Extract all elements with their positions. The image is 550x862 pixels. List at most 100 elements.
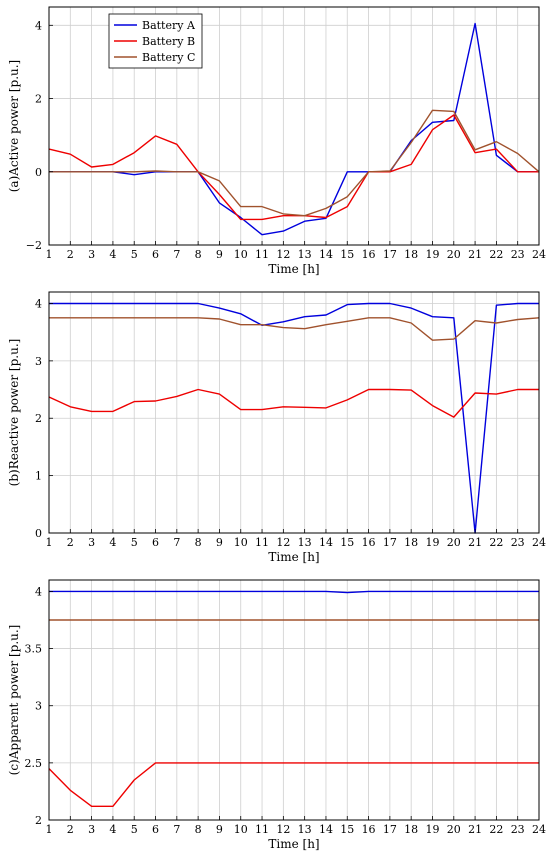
y-tick-label: 2.5 [25, 757, 43, 770]
x-tick-label: 18 [404, 823, 418, 836]
x-tick-label: 14 [319, 823, 333, 836]
x-tick-label: 6 [152, 823, 159, 836]
x-tick-label: 3 [88, 536, 95, 549]
x-tick-label: 14 [319, 536, 333, 549]
x-tick-label: 6 [152, 248, 159, 261]
x-tick-label: 15 [340, 536, 354, 549]
x-tick-label: 24 [532, 823, 546, 836]
x-tick-label: 22 [489, 823, 503, 836]
x-tick-label: 20 [447, 823, 461, 836]
y-tick-label: 3.5 [25, 643, 43, 656]
x-tick-label: 5 [131, 248, 138, 261]
x-axis-label: Time [h] [268, 550, 319, 564]
x-tick-label: 8 [195, 536, 202, 549]
y-tick-label: 2 [35, 412, 42, 425]
x-tick-label: 13 [298, 536, 312, 549]
y-tick-label: 4 [35, 19, 42, 32]
x-tick-label: 11 [255, 536, 269, 549]
x-tick-label: 24 [532, 536, 546, 549]
y-tick-label: −2 [26, 239, 42, 252]
x-tick-label: 3 [88, 823, 95, 836]
x-tick-label: 18 [404, 536, 418, 549]
x-tick-label: 4 [109, 536, 116, 549]
plot-frame [48, 6, 540, 246]
x-tick-label: 21 [468, 823, 482, 836]
x-tick-label: 1 [46, 823, 53, 836]
x-tick-label: 10 [234, 823, 248, 836]
legend-entry-label: Battery A [142, 19, 196, 32]
chart-panel-3: 1 2 3 4 5 6 7 8 9 10 11 12 13 14 15 16 17 18 19 20 21 22 23 242… [7, 579, 546, 851]
x-tick-label: 23 [511, 823, 525, 836]
x-tick-label: 10 [234, 248, 248, 261]
x-tick-label: 11 [255, 248, 269, 261]
y-axis-label: (c)Apparent power [p.u.] [7, 625, 21, 776]
x-tick-label: 15 [340, 248, 354, 261]
x-tick-label: 11 [255, 823, 269, 836]
chart-panel-2: 1 2 3 4 5 6 7 8 9 10 11 12 13 14 15 16 17 18 19 20 21 22 23 240… [7, 291, 546, 564]
series-line-battery-a [49, 302, 539, 534]
x-axis-label: Time [h] [268, 262, 319, 276]
x-tick-label: 17 [383, 823, 397, 836]
x-tick-label: 2 [67, 248, 74, 261]
legend: Battery A Battery B Battery C [108, 13, 203, 69]
x-tick-label: 1 [46, 536, 53, 549]
y-tick-label: 2 [35, 93, 42, 106]
x-tick-label: 6 [152, 536, 159, 549]
series-line-battery-b [48, 114, 539, 221]
x-tick-label: 9 [216, 823, 223, 836]
x-tick-label: 12 [276, 248, 290, 261]
x-tick-label: 7 [173, 248, 180, 261]
x-tick-label: 8 [195, 823, 202, 836]
y-tick-label: 3 [35, 355, 42, 368]
x-tick-label: 4 [109, 248, 116, 261]
x-tick-label: 19 [425, 823, 439, 836]
legend-entry-label: Battery C [142, 51, 195, 64]
x-tick-label: 12 [276, 536, 290, 549]
y-axis-label: (a)Active power [p.u.] [7, 60, 21, 193]
x-tick-label: 12 [276, 823, 290, 836]
x-tick-label: 7 [173, 823, 180, 836]
x-tick-label: 8 [195, 248, 202, 261]
x-tick-label: 13 [298, 248, 312, 261]
x-tick-label: 16 [362, 823, 376, 836]
x-tick-label: 22 [489, 536, 503, 549]
y-tick-label: 1 [35, 470, 42, 483]
x-tick-label: 17 [383, 248, 397, 261]
y-tick-label: 4 [35, 585, 42, 598]
y-tick-label: 4 [35, 297, 42, 310]
x-tick-label: 20 [447, 248, 461, 261]
x-tick-label: 18 [404, 248, 418, 261]
x-tick-label: 21 [468, 248, 482, 261]
chart-panel-1: 1 2 3 4 5 6 7 8 9 10 11 12 13 14 15 16 17 18 19 20 21 22 23 24−… [7, 6, 546, 276]
y-tick-label: 2 [35, 814, 42, 827]
plot-frame [48, 579, 540, 821]
x-tick-label: 5 [131, 536, 138, 549]
y-tick-label: 0 [35, 527, 42, 540]
x-tick-label: 21 [468, 536, 482, 549]
x-tick-label: 3 [88, 248, 95, 261]
plot-frame [48, 291, 540, 534]
x-tick-label: 16 [362, 536, 376, 549]
x-tick-label: 23 [511, 248, 525, 261]
x-tick-label: 19 [425, 536, 439, 549]
x-tick-label: 19 [425, 248, 439, 261]
series-line-battery-b [48, 388, 539, 418]
x-tick-label: 14 [319, 248, 333, 261]
x-tick-label: 10 [234, 536, 248, 549]
x-tick-label: 2 [67, 536, 74, 549]
y-tick-label: 3 [35, 700, 42, 713]
x-tick-label: 9 [216, 248, 223, 261]
x-tick-label: 4 [109, 823, 116, 836]
x-tick-label: 1 [46, 248, 53, 261]
x-tick-label: 9 [216, 536, 223, 549]
series-line-battery-c [49, 317, 540, 341]
x-tick-label: 2 [67, 823, 74, 836]
x-tick-label: 5 [131, 823, 138, 836]
x-tick-label: 16 [362, 248, 376, 261]
x-tick-label: 13 [298, 823, 312, 836]
legend-entry-label: Battery B [142, 35, 195, 48]
x-tick-label: 24 [532, 248, 546, 261]
x-tick-label: 15 [340, 823, 354, 836]
x-tick-label: 17 [383, 536, 397, 549]
